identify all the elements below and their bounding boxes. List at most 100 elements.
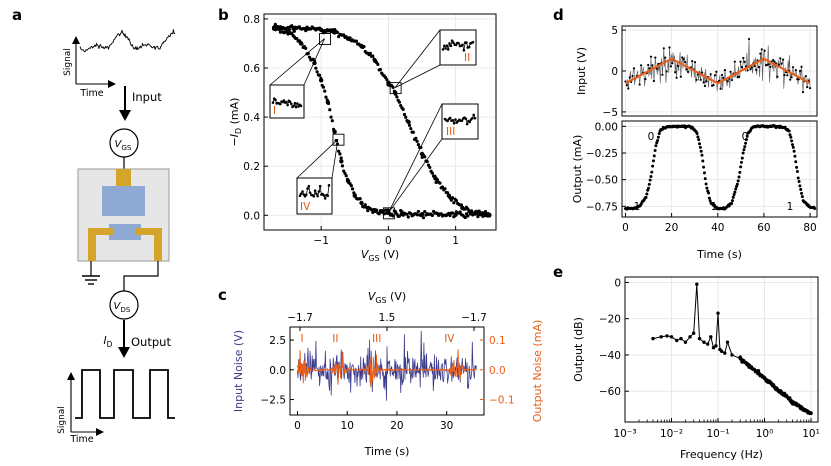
d-output-point xyxy=(741,151,745,155)
d-output-point xyxy=(739,165,743,169)
b-point-forward xyxy=(321,85,326,89)
b-anchor-point xyxy=(345,178,351,184)
b-point-reverse xyxy=(343,35,347,40)
b-point-reverse xyxy=(444,190,448,195)
b-point-reverse xyxy=(439,186,443,190)
b-point-forward xyxy=(314,66,318,70)
c-xtick-label: 20 xyxy=(390,420,403,432)
a-vgs-label: VGS xyxy=(115,139,132,152)
d-output-point xyxy=(788,133,792,137)
d-input-point xyxy=(720,73,724,77)
d-output-point xyxy=(654,144,658,148)
b-inset-point xyxy=(322,194,326,197)
b-point-reverse xyxy=(396,98,400,102)
a-bottom-time-label: Time xyxy=(69,434,93,445)
b-inset-point xyxy=(451,118,455,122)
d-input-point xyxy=(759,52,762,55)
a-source-contact xyxy=(88,228,114,261)
d-input-point xyxy=(750,66,753,69)
b-inset-point xyxy=(472,113,475,117)
d-input-point xyxy=(712,84,715,87)
b-inset-point xyxy=(446,119,449,123)
d-output-point xyxy=(743,145,747,149)
d-output-point xyxy=(656,139,660,143)
b-inset-point xyxy=(305,193,308,196)
d-output-point xyxy=(731,195,735,199)
b-point-forward xyxy=(318,73,322,77)
b-point-reverse xyxy=(286,25,290,30)
d-state-label: 0 xyxy=(648,131,655,143)
b-anchor-point xyxy=(366,205,371,211)
b-inset-point xyxy=(285,100,288,104)
d-output-point xyxy=(647,182,651,186)
b-point-reverse xyxy=(442,188,446,192)
d-output-point xyxy=(744,138,748,142)
e-spectrum-point xyxy=(688,335,692,339)
b-zoom-box xyxy=(332,133,345,146)
b-point-reverse xyxy=(363,49,367,54)
d-output-point xyxy=(703,177,707,181)
d-input-point xyxy=(709,73,712,76)
c-ytick-right-label: 0.1 xyxy=(489,335,506,347)
d-input-point xyxy=(675,76,678,79)
b-inset-point xyxy=(446,48,450,51)
b-inset-point xyxy=(313,189,317,193)
a-top-x-arrow xyxy=(108,80,116,88)
b-anchor-point xyxy=(372,208,378,213)
d-input-point xyxy=(701,71,704,74)
d-input-point xyxy=(743,60,746,63)
b-point-forward xyxy=(369,208,374,212)
d-output-point xyxy=(798,184,802,188)
d-input-point xyxy=(740,66,744,69)
e-xtick-label: 10⁻² xyxy=(660,428,683,440)
panel-b-letter: b xyxy=(218,6,229,24)
c-ytick-right-label: 0.0 xyxy=(489,365,506,377)
b-inset-point xyxy=(465,122,469,126)
b-point-reverse xyxy=(399,103,403,108)
b-anchor-point xyxy=(325,100,331,105)
panel-e-letter: e xyxy=(553,263,563,281)
b-point-forward xyxy=(463,215,467,220)
b-xlabel: VGS (V) xyxy=(361,248,399,263)
a-top-signal-label: Signal xyxy=(63,48,73,76)
b-point-forward xyxy=(329,115,333,119)
b-inset-point xyxy=(308,191,312,194)
d-input-point xyxy=(638,83,641,86)
b-inset-roman: I xyxy=(273,105,276,117)
b-point-forward xyxy=(338,152,342,156)
b-anchor-point xyxy=(446,193,452,198)
c-roman-label: III xyxy=(372,333,381,345)
d-input-point xyxy=(693,61,697,64)
b-point-forward xyxy=(448,213,452,218)
b-anchor-point xyxy=(271,25,277,30)
c-top-xlabel: VGS (V) xyxy=(368,290,406,305)
b-point-forward xyxy=(342,169,346,173)
e-axes-frame xyxy=(624,276,819,423)
d-output-point xyxy=(708,199,712,203)
b-point-reverse xyxy=(450,196,455,200)
b-inset-point xyxy=(327,184,331,187)
d-input-point xyxy=(679,75,682,78)
e-ytick-label: −60 xyxy=(599,386,621,398)
b-inset-point xyxy=(471,40,475,44)
d-input-point xyxy=(632,67,636,70)
b-point-reverse xyxy=(478,212,483,216)
d-output-point xyxy=(707,191,711,195)
b-anchor-point xyxy=(298,41,304,46)
b-anchor-point xyxy=(332,129,337,135)
d-top-ytick-label: 5 xyxy=(611,25,618,37)
b-zoom-box xyxy=(389,82,402,95)
b-point-forward xyxy=(416,209,420,214)
d-output-point xyxy=(738,170,742,174)
d-output-point xyxy=(791,145,795,149)
d-output-point xyxy=(744,141,748,145)
d-input-point xyxy=(684,61,687,64)
b-point-reverse xyxy=(285,29,289,33)
b-anchor-point xyxy=(339,159,344,164)
b-inset-point xyxy=(454,43,458,47)
d-input-point xyxy=(695,78,698,81)
d-input-point xyxy=(654,56,657,59)
b-inset-point xyxy=(306,187,309,190)
b-inset-point xyxy=(294,105,298,109)
d-output-point xyxy=(699,149,703,153)
